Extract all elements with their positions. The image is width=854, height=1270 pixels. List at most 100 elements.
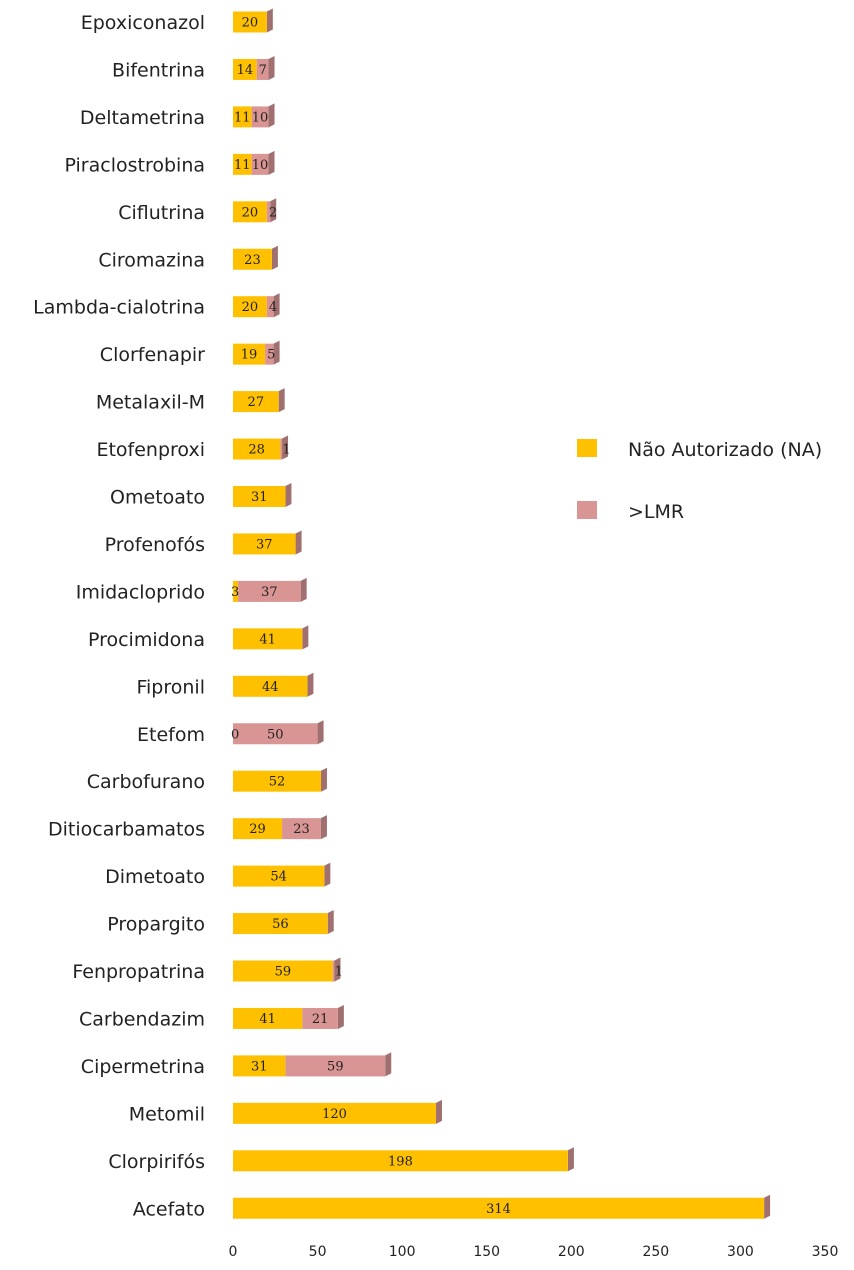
bar-side xyxy=(302,625,309,650)
bar-side xyxy=(268,103,275,128)
bar-value-na: 27 xyxy=(248,395,265,410)
bar-side xyxy=(268,150,275,175)
bar-lmr xyxy=(265,343,274,365)
category-label: Fenpropatrina xyxy=(72,961,205,983)
bar-value-na: 11 xyxy=(234,110,251,125)
bar-value-na: 54 xyxy=(270,870,287,885)
bar-value-na: 20 xyxy=(242,16,259,31)
bar-side xyxy=(295,530,302,555)
legend-label-lmr: >LMR xyxy=(628,501,684,523)
category-label: Fipronil xyxy=(136,676,205,698)
bar-side xyxy=(273,293,280,318)
bar-value-lmr: 21 xyxy=(312,1012,329,1027)
bar-value-na: 20 xyxy=(242,300,259,315)
bar-side xyxy=(435,1099,442,1124)
x-tick-label: 350 xyxy=(812,1244,839,1260)
category-label: Metalaxil-M xyxy=(96,392,205,414)
bar-value-lmr: 1 xyxy=(335,965,343,980)
category-label: Imidacloprido xyxy=(76,581,205,603)
bar-value-na: 41 xyxy=(259,1012,276,1027)
bar-side xyxy=(268,55,275,80)
category-label: Acefato xyxy=(133,1198,205,1220)
bar-value-lmr: 37 xyxy=(261,585,278,600)
bar-lmr xyxy=(266,201,271,223)
bar-side xyxy=(266,8,273,33)
bar-value-na: 52 xyxy=(269,775,286,790)
bar-na xyxy=(233,580,239,602)
bar-value-na: 3 xyxy=(231,585,239,600)
category-label: Carbendazim xyxy=(79,1008,205,1030)
category-label: Etefom xyxy=(137,724,205,746)
category-label: Epoxiconazol xyxy=(81,12,205,34)
bar-value-na: 59 xyxy=(275,965,292,980)
category-label: Ciflutrina xyxy=(118,202,205,224)
bar-value-na: 120 xyxy=(322,1107,347,1122)
bar-value-na: 37 xyxy=(256,537,273,552)
bar-lmr xyxy=(251,153,269,175)
bar-na xyxy=(233,58,257,80)
bar-side xyxy=(334,957,341,982)
bar-lmr xyxy=(238,580,301,602)
bar-value-na: 44 xyxy=(262,680,279,695)
bar-value-lmr: 4 xyxy=(269,300,277,315)
bar-na xyxy=(233,1007,303,1029)
bar-side xyxy=(307,672,314,697)
category-label: Carbofurano xyxy=(87,771,205,793)
bar-na xyxy=(233,770,321,792)
legend: Não Autorizado (NA) >LMR xyxy=(577,439,822,523)
legend-swatch-na xyxy=(577,439,597,457)
bar-side xyxy=(270,198,277,223)
bar-na xyxy=(233,865,325,887)
x-tick-label: 200 xyxy=(558,1244,585,1260)
category-label: Ciromazina xyxy=(98,249,205,271)
bar-na xyxy=(233,438,281,460)
bar-lmr xyxy=(251,106,269,128)
bar-side xyxy=(320,815,327,840)
category-label: Etofenproxi xyxy=(96,439,205,461)
bar-value-na: 28 xyxy=(248,443,265,458)
bar-value-lmr: 50 xyxy=(267,727,284,742)
bar-side xyxy=(285,483,292,507)
bar-na xyxy=(233,391,279,413)
bar-value-na: 56 xyxy=(272,917,289,932)
category-label: Piraclostrobina xyxy=(64,154,205,176)
x-axis-ticks: 0 50 100 150 200 250 300 350 xyxy=(229,1244,839,1260)
category-label: Ditiocarbamatos xyxy=(48,819,205,841)
bar-value-na: 11 xyxy=(234,158,251,173)
category-label: Procimidona xyxy=(88,629,205,651)
bar-value-na: 29 xyxy=(249,822,266,837)
bar-value-lmr: 7 xyxy=(259,63,267,78)
category-label: Clorpirifós xyxy=(108,1151,205,1173)
bar-value-lmr: 2 xyxy=(269,205,277,220)
bar-lmr xyxy=(266,296,274,318)
bar-lmr xyxy=(285,1055,386,1077)
category-label: Ometoato xyxy=(110,487,205,509)
x-tick-label: 0 xyxy=(229,1244,238,1260)
bar-na xyxy=(233,343,266,365)
bar-lmr xyxy=(256,58,269,80)
bar-value-na: 19 xyxy=(241,348,258,363)
legend-swatch-lmr xyxy=(577,501,597,519)
x-tick-label: 50 xyxy=(309,1244,327,1260)
bar-na xyxy=(233,1055,286,1077)
category-label: Deltametrina xyxy=(80,107,205,129)
bar-na xyxy=(233,675,308,697)
bar-side xyxy=(337,1004,344,1029)
bar-na xyxy=(233,1197,765,1219)
bar-side xyxy=(317,720,324,745)
x-tick-label: 150 xyxy=(473,1244,500,1260)
bar-value-na: 198 xyxy=(388,1154,413,1169)
bar-side xyxy=(320,767,327,792)
bar-lmr xyxy=(332,960,335,982)
bar-na xyxy=(233,1150,568,1172)
bar-na xyxy=(233,960,333,982)
category-label: Clorfenapir xyxy=(100,344,205,366)
bar-side xyxy=(300,577,307,602)
bar-side xyxy=(764,1194,771,1219)
x-tick-label: 300 xyxy=(727,1244,754,1260)
bar-na xyxy=(233,201,267,223)
bar-lmr xyxy=(302,1007,338,1029)
bar-lmr xyxy=(282,818,321,840)
